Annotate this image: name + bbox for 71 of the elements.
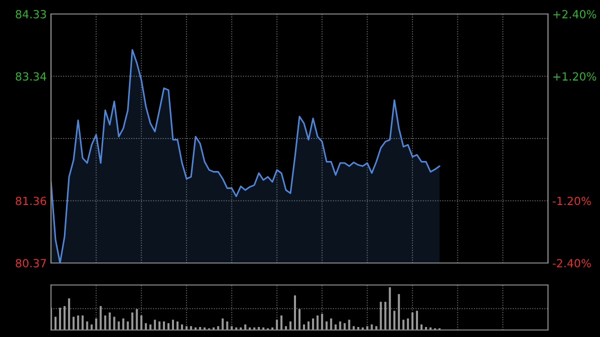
bar xyxy=(366,326,368,330)
bar xyxy=(289,321,292,330)
bar xyxy=(339,321,342,330)
y2-tick-label: -2.40% xyxy=(552,258,591,268)
bar xyxy=(384,302,386,330)
bar xyxy=(86,321,88,330)
bar xyxy=(82,315,84,330)
bar xyxy=(406,318,409,330)
y-tick-label: 81.36 xyxy=(16,196,46,206)
bar xyxy=(217,326,220,330)
bar xyxy=(95,318,98,330)
bar xyxy=(136,309,138,330)
bar xyxy=(222,318,224,330)
bar xyxy=(77,315,80,330)
bar xyxy=(126,321,129,330)
bar xyxy=(380,302,382,330)
bar xyxy=(276,320,278,330)
bar xyxy=(344,323,346,330)
bar xyxy=(54,316,57,330)
bar xyxy=(294,295,296,330)
bar xyxy=(176,321,179,330)
bar xyxy=(416,310,418,330)
bar xyxy=(398,294,400,330)
bar xyxy=(352,326,355,330)
bar xyxy=(158,321,160,330)
bar xyxy=(154,320,156,330)
bar xyxy=(362,327,364,330)
y2-tick-label: +1.20% xyxy=(553,72,596,81)
bar xyxy=(162,321,165,330)
y2-tick-label: +2.40% xyxy=(553,10,596,18)
y2-tick-label: -1.20% xyxy=(552,196,591,206)
bar xyxy=(64,306,66,330)
bar xyxy=(113,316,116,330)
bar xyxy=(118,321,120,330)
bar xyxy=(72,316,75,330)
bar xyxy=(393,310,396,330)
bar xyxy=(308,321,310,330)
bar xyxy=(402,320,404,330)
bar xyxy=(321,314,324,330)
bar xyxy=(298,309,301,330)
bar xyxy=(167,323,170,330)
bar xyxy=(375,326,378,330)
bar xyxy=(100,306,102,330)
y-tick-label: 84.33 xyxy=(16,10,46,18)
bar xyxy=(316,315,319,330)
bar xyxy=(240,327,242,330)
bar xyxy=(280,315,282,330)
y-tick-label: 83.34 xyxy=(16,72,46,81)
bar xyxy=(104,315,106,330)
bar xyxy=(235,327,238,330)
bar xyxy=(131,312,134,330)
bar xyxy=(140,315,142,330)
bar xyxy=(411,312,414,330)
y-tick-label: 80.37 xyxy=(16,258,46,268)
bar xyxy=(68,298,70,330)
bar xyxy=(388,287,391,330)
bar xyxy=(230,326,233,330)
bar xyxy=(186,326,188,330)
bar xyxy=(108,312,111,330)
bar xyxy=(144,323,147,330)
bar xyxy=(226,321,228,330)
bar xyxy=(190,326,192,330)
bar xyxy=(172,320,174,330)
bar xyxy=(357,327,360,330)
bar xyxy=(122,318,124,330)
bar xyxy=(284,326,287,330)
bar xyxy=(312,318,314,330)
bar xyxy=(326,321,328,330)
bar xyxy=(330,318,332,330)
bar xyxy=(348,320,350,330)
bar xyxy=(59,308,62,330)
